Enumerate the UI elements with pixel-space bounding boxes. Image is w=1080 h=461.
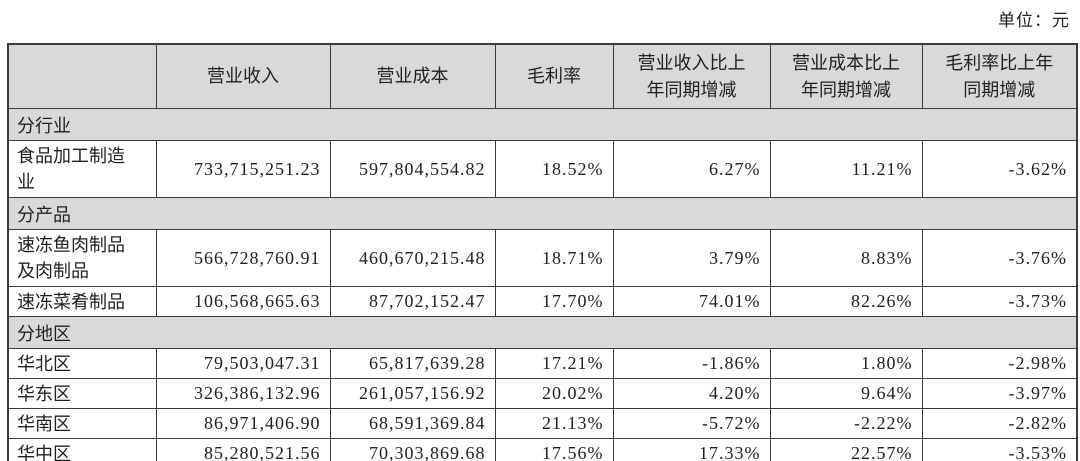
margin-yoy-cell: -3.97% [921, 378, 1078, 409]
col-header-margin: 毛利率 [494, 43, 614, 109]
cost-yoy-cell: 22.57% [769, 438, 923, 461]
row-label-cell: 华中区 [7, 438, 157, 461]
cost-yoy-cell: -2.22% [769, 408, 923, 439]
revenue-cell: 79,503,047.31 [155, 348, 331, 379]
col-header-revenue: 营业收入 [155, 43, 331, 109]
margin-yoy-cell: -2.82% [921, 408, 1078, 439]
row-label: 速冻鱼肉制品及肉制品 [17, 235, 125, 281]
margin-yoy-cell: -3.76% [921, 229, 1078, 287]
revenue-yoy-cell: 74.01% [612, 286, 771, 317]
margin-yoy-cell: -3.73% [921, 286, 1078, 317]
col-header-revenue-yoy: 营业收入比上年同期增减 [612, 43, 771, 109]
cost-yoy-cell: 9.64% [769, 378, 923, 409]
revenue-cell: 85,280,521.56 [155, 438, 331, 461]
cost-cell: 460,670,215.48 [329, 229, 496, 287]
section-title: 分地区 [7, 316, 1078, 349]
table-row: 食品加工制造业 733,715,251.23 597,804,554.82 18… [7, 140, 1078, 198]
unit-label: 单位：元 [998, 11, 1070, 30]
revenue-yoy-cell: 17.33% [612, 438, 771, 461]
revenue-yoy-cell: 3.79% [612, 229, 771, 287]
section-row-industry: 分行业 [7, 108, 1078, 141]
cost-yoy-cell: 82.26% [769, 286, 923, 317]
section-title: 分行业 [7, 108, 1078, 141]
margin-cell: 21.13% [494, 408, 614, 439]
margin-cell: 17.56% [494, 438, 614, 461]
row-label-cell: 速冻菜肴制品 [7, 286, 157, 317]
row-label-cell: 速冻鱼肉制品及肉制品 [7, 229, 157, 287]
row-label: 华中区 [17, 444, 71, 461]
margin-yoy-cell: -2.98% [921, 348, 1078, 379]
col-header-blank [7, 43, 157, 109]
col-header-cost: 营业成本 [329, 43, 496, 109]
margin-cell: 17.21% [494, 348, 614, 379]
revenue-cell: 326,386,132.96 [155, 378, 331, 409]
row-label: 华东区 [17, 384, 71, 405]
col-header-margin-yoy: 毛利率比上年同期增减 [921, 43, 1078, 109]
margin-cell: 20.02% [494, 378, 614, 409]
table-row: 华东区 326,386,132.96 261,057,156.92 20.02%… [7, 378, 1078, 409]
row-label-cell: 华南区 [7, 408, 157, 439]
margin-yoy-cell: -3.53% [921, 438, 1078, 461]
margin-cell: 18.71% [494, 229, 614, 287]
row-label-cell: 华东区 [7, 378, 157, 409]
row-label-cell: 食品加工制造业 [7, 140, 157, 198]
revenue-cell: 566,728,760.91 [155, 229, 331, 287]
table-row: 速冻菜肴制品 106,568,665.63 87,702,152.47 17.7… [7, 286, 1078, 317]
section-title: 分产品 [7, 197, 1078, 230]
revenue-yoy-cell: 6.27% [612, 140, 771, 198]
financial-segment-table: 营业收入 营业成本 毛利率 营业收入比上年同期增减 营业成本比上年同期增减 毛利… [7, 43, 1078, 461]
row-label: 华南区 [17, 414, 71, 435]
revenue-yoy-cell: 4.20% [612, 378, 771, 409]
row-label-cell: 华北区 [7, 348, 157, 379]
margin-yoy-cell: -3.62% [921, 140, 1078, 198]
row-label: 华北区 [17, 354, 71, 375]
revenue-cell: 733,715,251.23 [155, 140, 331, 198]
revenue-yoy-cell: -5.72% [612, 408, 771, 439]
table-row: 华南区 86,971,406.90 68,591,369.84 21.13% -… [7, 408, 1078, 439]
table-header-row: 营业收入 营业成本 毛利率 营业收入比上年同期增减 营业成本比上年同期增减 毛利… [7, 43, 1078, 109]
margin-cell: 18.52% [494, 140, 614, 198]
cost-cell: 261,057,156.92 [329, 378, 496, 409]
cost-cell: 597,804,554.82 [329, 140, 496, 198]
table-row: 速冻鱼肉制品及肉制品 566,728,760.91 460,670,215.48… [7, 229, 1078, 287]
row-label: 速冻菜肴制品 [17, 292, 125, 313]
cost-cell: 68,591,369.84 [329, 408, 496, 439]
cost-yoy-cell: 1.80% [769, 348, 923, 379]
table-row: 华中区 85,280,521.56 70,303,869.68 17.56% 1… [7, 438, 1078, 461]
col-header-cost-yoy: 营业成本比上年同期增减 [769, 43, 923, 109]
row-label: 食品加工制造业 [17, 146, 125, 192]
revenue-cell: 106,568,665.63 [155, 286, 331, 317]
section-row-product: 分产品 [7, 197, 1078, 230]
margin-cell: 17.70% [494, 286, 614, 317]
cost-cell: 65,817,639.28 [329, 348, 496, 379]
cost-cell: 87,702,152.47 [329, 286, 496, 317]
cost-cell: 70,303,869.68 [329, 438, 496, 461]
table-row: 华北区 79,503,047.31 65,817,639.28 17.21% -… [7, 348, 1078, 379]
section-row-region: 分地区 [7, 316, 1078, 349]
cost-yoy-cell: 8.83% [769, 229, 923, 287]
revenue-cell: 86,971,406.90 [155, 408, 331, 439]
revenue-yoy-cell: -1.86% [612, 348, 771, 379]
cost-yoy-cell: 11.21% [769, 140, 923, 198]
